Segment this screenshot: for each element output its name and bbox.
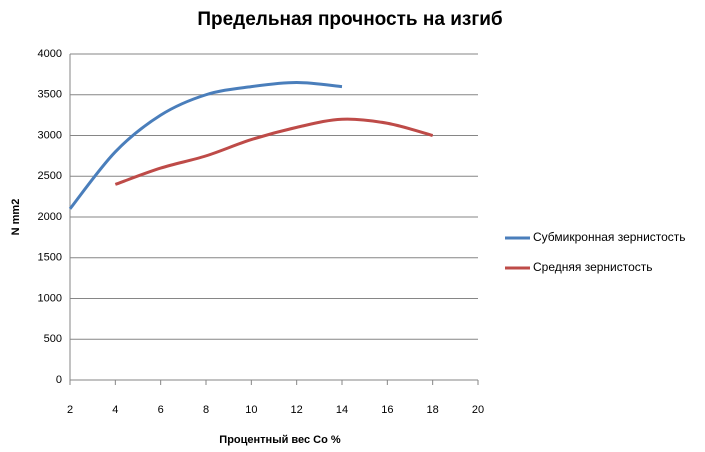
- x-tick-label: 16: [381, 404, 393, 416]
- legend-label: Средняя зернистость: [533, 260, 653, 274]
- legend-label: Субмикронная зернистость: [533, 230, 686, 244]
- x-tick-label: 2: [67, 404, 73, 416]
- x-tick-label: 4: [112, 404, 118, 416]
- x-tick-label: 8: [203, 404, 209, 416]
- y-tick-label: 1000: [38, 292, 62, 304]
- series-line: [68, 81, 343, 210]
- y-tick-label: 2000: [38, 211, 62, 223]
- y-tick-label: 4000: [38, 48, 62, 60]
- x-tick-label: 12: [291, 404, 303, 416]
- y-tick-label: 2500: [38, 170, 62, 182]
- legend: Субмикронная зернистость Средняя зернисто…: [505, 230, 686, 274]
- x-tick-label: 18: [427, 404, 439, 416]
- y-tick-label: 3500: [38, 89, 62, 101]
- x-tick-label: 20: [472, 404, 484, 416]
- x-axis-label: Процентный вес Co %: [219, 434, 341, 446]
- y-axis-label: N mm2: [10, 199, 22, 236]
- y-tick-label: 1500: [38, 252, 62, 264]
- y-tick-label: 500: [44, 333, 62, 345]
- chart-title: Предельная прочность на изгиб: [197, 9, 502, 30]
- y-tick-label: 0: [56, 374, 62, 386]
- series-line: [114, 117, 434, 186]
- y-tick-label: 3000: [38, 129, 62, 141]
- x-tick-label: 14: [336, 404, 348, 416]
- x-tick-label: 6: [158, 404, 164, 416]
- x-tick-label: 10: [245, 404, 257, 416]
